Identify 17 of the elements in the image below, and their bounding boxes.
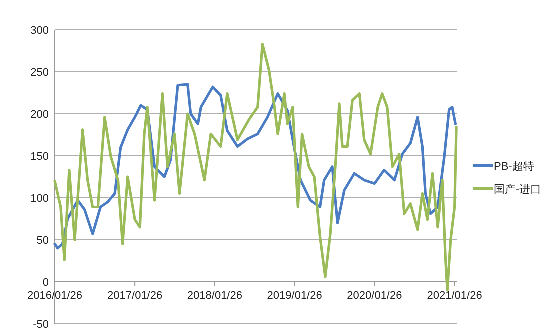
y-tick-label: 200	[30, 108, 49, 121]
y-tick-label: 50	[36, 234, 49, 247]
x-tick-label: 2021/01/26	[427, 290, 482, 302]
x-tick-label: 2019/01/26	[267, 290, 322, 302]
y-tick-label: 100	[30, 192, 49, 205]
line-series	[54, 42, 458, 292]
x-tick-label: 2016/01/26	[27, 290, 83, 302]
y-tick-label: -50	[33, 318, 49, 331]
x-tick-label: 2020/01/26	[347, 290, 402, 302]
x-tick-label: 2018/01/26	[187, 290, 242, 302]
y-tick-label: 250	[30, 66, 49, 79]
legend-label: PB-超特	[494, 160, 534, 173]
y-tick-label: 150	[30, 150, 49, 163]
y-tick-label: 0	[42, 276, 49, 289]
x-tick-label: 2017/01/26	[108, 290, 163, 302]
y-tick-label: 300	[30, 24, 49, 37]
legend-label: 国产-进口	[494, 182, 542, 196]
